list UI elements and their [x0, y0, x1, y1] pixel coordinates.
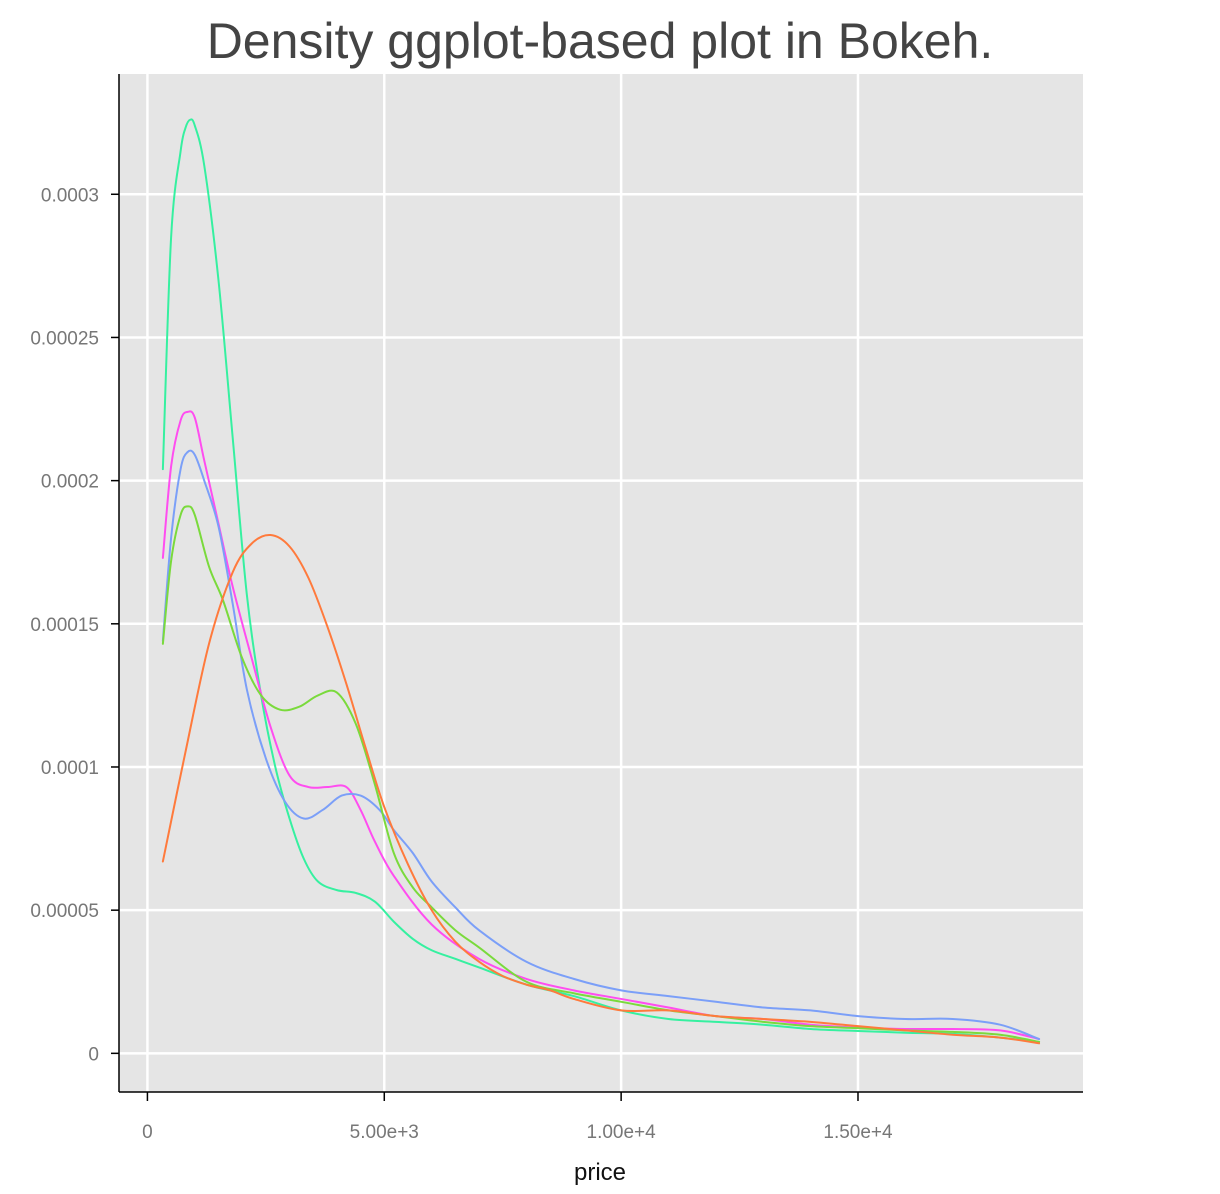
- x-axis-ticks: 0 5.00e+3 1.00e+4 1.50e+4: [142, 1092, 893, 1143]
- x-tick-label: 1.00e+4: [587, 1122, 657, 1143]
- density-curve-5: [161, 534, 1041, 1045]
- x-axis-label: price: [574, 1159, 626, 1186]
- y-tick-label: 0.00005: [30, 901, 99, 922]
- y-axis-ticks: 0 0.00005 0.0001 0.00015 0.0002 0.00025 0.0003: [30, 185, 119, 1065]
- chart-title: Density ggplot-based plot in Bokeh.: [207, 13, 994, 69]
- y-tick-label: 0.00025: [30, 328, 99, 349]
- density-curve-2: [161, 410, 1041, 1041]
- grid-lines: [119, 74, 1083, 1092]
- plot-background: [119, 74, 1083, 1092]
- y-tick-label: 0.0003: [41, 185, 99, 206]
- y-tick-label: 0.0001: [41, 758, 99, 779]
- density-curve-1: [161, 118, 1041, 1043]
- density-curves: [161, 118, 1041, 1045]
- density-curve-3: [161, 449, 1041, 1041]
- y-tick-label: 0.00015: [30, 615, 99, 636]
- y-tick-label: 0: [88, 1044, 99, 1065]
- density-curve-4: [161, 505, 1041, 1043]
- y-tick-label: 0.0002: [41, 472, 99, 493]
- x-tick-label: 0: [142, 1122, 153, 1143]
- x-tick-label: 1.50e+4: [823, 1122, 893, 1143]
- x-tick-label: 5.00e+3: [350, 1122, 419, 1143]
